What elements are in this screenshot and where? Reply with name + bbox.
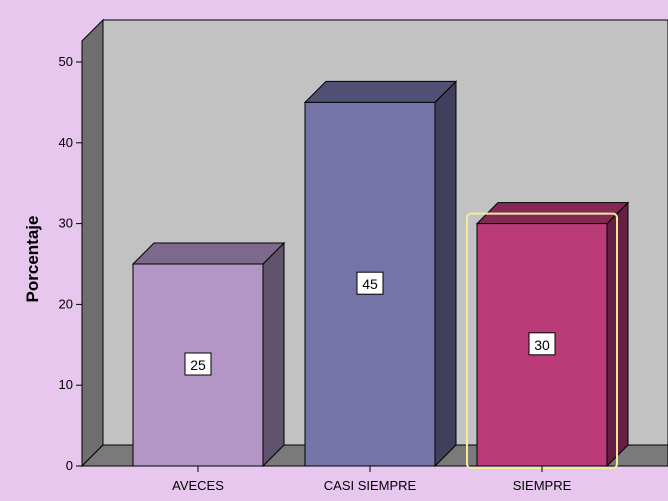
bar-top (303, 80, 458, 103)
y-axis: 0 10 20 30 40 50 (59, 41, 83, 473)
data-label: 45 (362, 276, 378, 292)
x-category-label: AVECES (172, 478, 224, 493)
x-category-label: CASI SIEMPRE (324, 478, 417, 493)
y-tick-label: 40 (59, 135, 73, 150)
y-axis-label: Porcentaje (23, 216, 42, 303)
data-label: 25 (190, 357, 206, 373)
data-label-box (528, 332, 556, 356)
bar-siempre: 30 (466, 201, 630, 469)
x-category-label: SIEMPRE (513, 478, 572, 493)
y-tick-label: 10 (59, 377, 73, 392)
y-tick-label: 0 (66, 458, 73, 473)
bar-side (262, 241, 285, 468)
y-tick-label: 30 (59, 216, 73, 231)
bars: 25 45 30 (131, 80, 630, 469)
data-label-box (184, 352, 212, 376)
data-label-box (356, 271, 384, 295)
bar-aveces: 25 (131, 241, 286, 468)
bar-top (131, 242, 286, 265)
x-axis: AVECES CASI SIEMPRE SIEMPRE (172, 466, 572, 493)
data-label: 30 (534, 337, 550, 353)
y-tick-label: 20 (59, 296, 73, 311)
plot-left-wall (81, 18, 104, 468)
bar-casi-siempre: 45 (303, 80, 458, 468)
y-tick-label: 50 (59, 54, 73, 69)
bar-side (434, 80, 457, 468)
